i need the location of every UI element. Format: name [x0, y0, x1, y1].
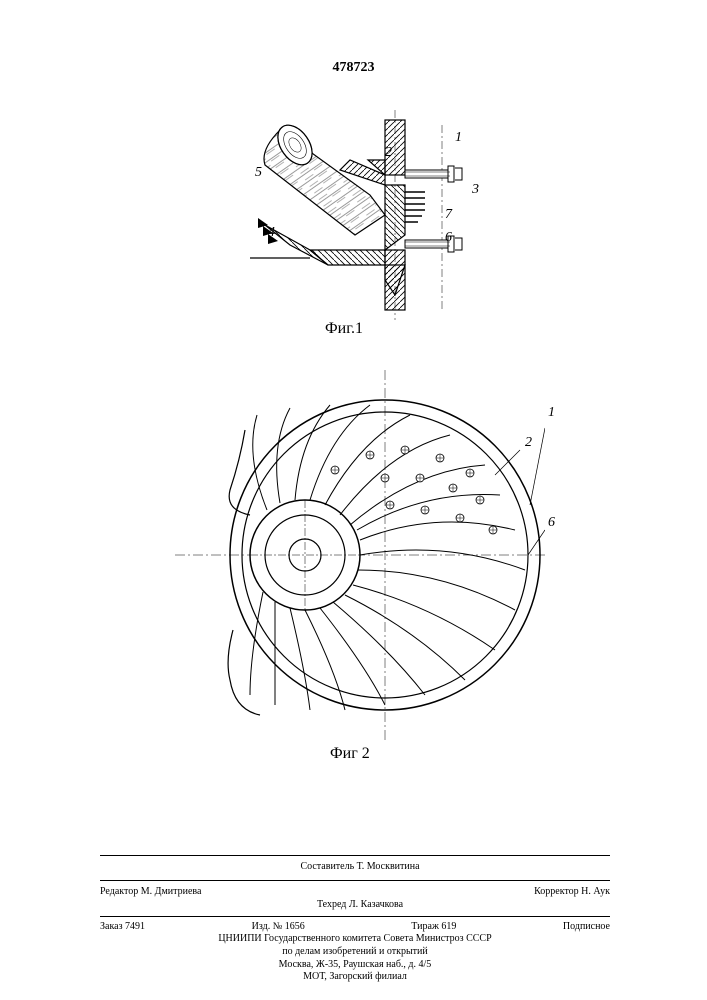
fig1-ref-3: 3: [472, 182, 479, 198]
figure-1: [250, 110, 470, 320]
divider: [100, 916, 610, 917]
mot-info: МОТ, Загорский филиал: [100, 970, 610, 983]
figure-2: [175, 370, 545, 740]
org-line2: по делам изобретений и открытий: [282, 946, 428, 957]
fig1-ref-7: 7: [445, 207, 452, 223]
fig2-ref-2: 2: [525, 435, 532, 451]
figure-1-label: Фиг.1: [325, 320, 363, 338]
fig1-ref-5: 5: [255, 165, 262, 181]
figure-2-label: Фиг 2: [330, 745, 370, 763]
figure-1-svg: [250, 110, 470, 320]
org-address: Москва, Ж-35, Раушская наб., д. 4/5: [279, 959, 432, 970]
org-name: ЦНИИПИ Государственного комитета Совета …: [218, 933, 491, 944]
fig1-ref-2: 2: [385, 145, 392, 161]
fig1-ref-6: 6: [445, 230, 452, 246]
bolt-bottom: [405, 236, 462, 252]
figure-2-svg: [175, 370, 545, 740]
fig2-ref-6: 6: [548, 515, 555, 531]
fig1-ref-4: 4: [268, 225, 275, 241]
bolt-top: [405, 166, 462, 182]
compositor: Составитель Т. Москвитина: [260, 860, 460, 873]
fig2-ref-1: 1: [548, 405, 555, 421]
divider: [100, 880, 610, 881]
editor: Редактор М. Дмитриева: [100, 885, 201, 898]
document-number: 478723: [333, 60, 375, 76]
techred: Техред Л. Казачкова: [260, 898, 460, 911]
ribbed-section: [405, 192, 425, 222]
editor-row: Редактор М. Дмитриева Корректор Н. Аук: [100, 885, 610, 898]
divider: [100, 855, 610, 856]
fig1-ref-1: 1: [455, 130, 462, 146]
corrector: Корректор Н. Аук: [534, 885, 610, 898]
organization-info: ЦНИИПИ Государственного комитета Совета …: [100, 932, 610, 971]
